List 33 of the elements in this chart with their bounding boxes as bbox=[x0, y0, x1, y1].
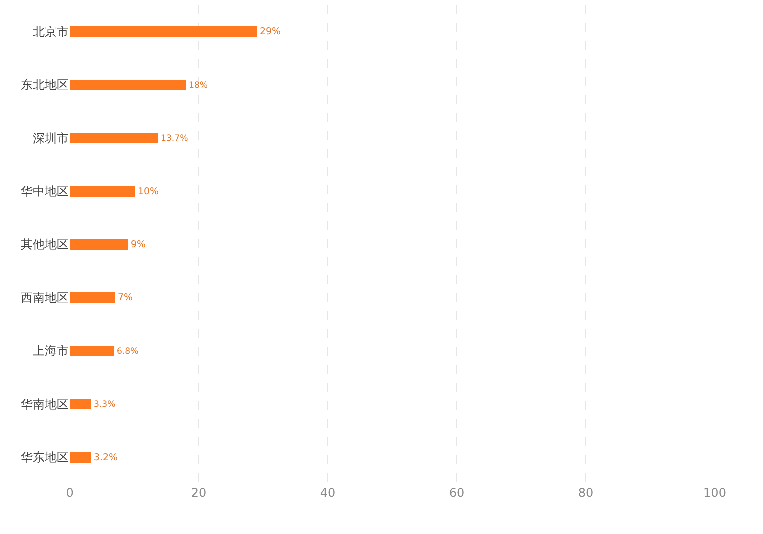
data-label: 18% bbox=[189, 80, 208, 91]
x-tick-label: 100 bbox=[704, 486, 726, 500]
bar bbox=[70, 80, 186, 90]
bar bbox=[70, 452, 91, 463]
bar bbox=[70, 292, 115, 303]
y-tick-label: 上海市 bbox=[33, 344, 69, 358]
bar bbox=[70, 186, 135, 197]
y-tick-label: 西南地区 bbox=[21, 290, 69, 305]
y-tick-label: 深圳市 bbox=[33, 131, 69, 146]
data-label: 7% bbox=[118, 292, 133, 304]
x-tick-label: 40 bbox=[320, 486, 336, 500]
data-label: 6.8% bbox=[117, 346, 139, 357]
bar bbox=[70, 26, 257, 37]
x-tick-label: 60 bbox=[449, 486, 465, 500]
data-label: 13.7% bbox=[161, 134, 188, 144]
bar bbox=[70, 133, 158, 143]
data-label: 9% bbox=[131, 240, 146, 251]
y-tick-label: 华南地区 bbox=[21, 397, 69, 412]
bar bbox=[70, 399, 91, 409]
x-tick-label: 80 bbox=[578, 486, 594, 500]
y-tick-label: 北京市 bbox=[33, 24, 69, 39]
data-label: 3.3% bbox=[94, 400, 116, 410]
y-tick-label: 华东地区 bbox=[21, 450, 69, 465]
data-label: 10% bbox=[138, 186, 159, 198]
y-tick-label: 其他地区 bbox=[21, 238, 69, 252]
bar bbox=[70, 239, 128, 250]
y-tick-label: 东北地区 bbox=[21, 78, 69, 92]
y-tick-label: 华中地区 bbox=[21, 184, 69, 198]
data-label: 3.2% bbox=[94, 452, 118, 464]
x-tick-label: 20 bbox=[191, 486, 207, 500]
x-tick-label: 0 bbox=[66, 486, 74, 500]
bar bbox=[70, 346, 114, 356]
data-label: 29% bbox=[260, 26, 281, 38]
